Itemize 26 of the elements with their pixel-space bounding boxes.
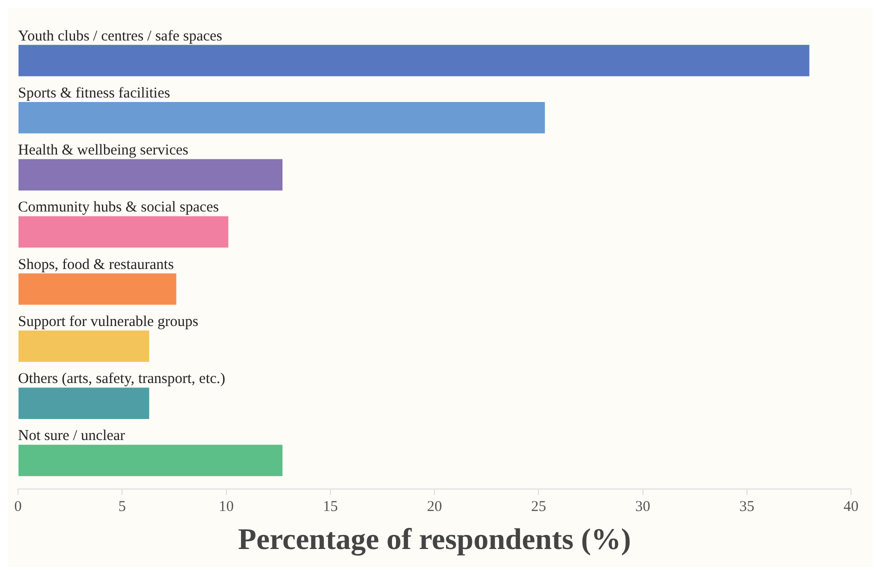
y-tick-label: Shops, food & restaurants bbox=[18, 256, 174, 273]
x-tick-label: 20 bbox=[427, 498, 442, 515]
y-tick-label: Youth clubs / centres / safe spaces bbox=[18, 28, 222, 44]
x-axis-title: Percentage of respondents (%) bbox=[238, 522, 631, 556]
bar bbox=[18, 273, 176, 305]
y-tick-label: Sports & fitness facilities bbox=[18, 85, 170, 102]
y-tick-label: Others (arts, safety, transport, etc.) bbox=[18, 371, 226, 388]
bar bbox=[18, 388, 150, 420]
bar bbox=[18, 444, 282, 476]
x-tick-label: 35 bbox=[739, 498, 754, 515]
y-tick-label: Not sure / unclear bbox=[18, 428, 126, 444]
x-tick-label: 25 bbox=[531, 498, 546, 515]
x-tick-label: 0 bbox=[14, 498, 22, 515]
x-tick-label: 15 bbox=[322, 498, 338, 515]
bar bbox=[18, 159, 282, 191]
x-tick-label: 40 bbox=[844, 498, 858, 515]
bar bbox=[18, 330, 150, 362]
bar bbox=[18, 44, 810, 76]
bar bbox=[18, 102, 545, 134]
x-tick-label: 5 bbox=[118, 498, 126, 515]
x-tick-label: 30 bbox=[635, 498, 650, 515]
y-tick-label: Support for vulnerable groups bbox=[18, 314, 199, 330]
y-tick-label: Community hubs & social spaces bbox=[18, 200, 219, 216]
bar bbox=[18, 216, 228, 248]
y-tick-label: Health & wellbeing services bbox=[18, 142, 189, 159]
x-tick-label: 10 bbox=[218, 498, 234, 515]
